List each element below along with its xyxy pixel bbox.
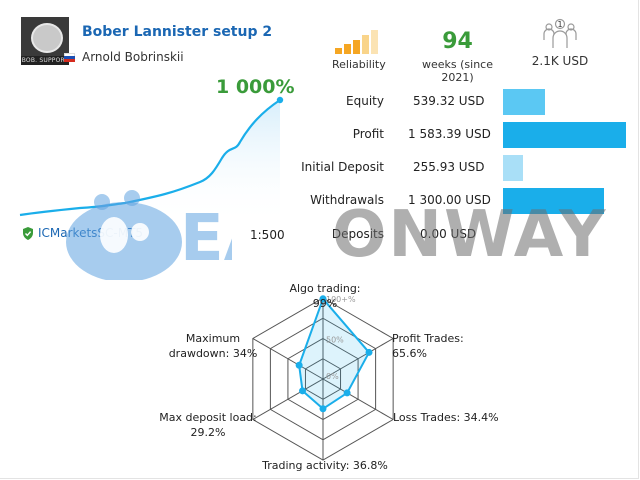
- stat-value: 255.93 USD: [413, 160, 485, 174]
- radar-point: [295, 361, 303, 369]
- avatar-emblem: [31, 23, 63, 53]
- stat-label: Withdrawals: [310, 193, 384, 207]
- radar-spoke: [322, 338, 394, 380]
- radar-axis-label: Loss Trades: 34.4%: [393, 410, 503, 425]
- stat-value: 0.00 USD: [420, 227, 477, 241]
- radar-point: [365, 348, 373, 356]
- subscribers-badge: 1: [557, 20, 562, 29]
- verified-shield-icon: [23, 226, 33, 240]
- radar-axis-label-line: Trading activity: 36.8%: [262, 459, 388, 472]
- stat-value: 1 583.39 USD: [408, 127, 491, 141]
- radar-point: [319, 295, 327, 303]
- stat-bar: [503, 122, 626, 148]
- weeks-label: weeks (since 2021): [422, 58, 493, 84]
- leverage-value: 1:500: [250, 228, 285, 242]
- radar-axis-label: Algo trading: 99%: [280, 281, 370, 311]
- radar-axis-label: Trading activity: 36.8%: [260, 458, 390, 473]
- radar-axis-label: Max deposit load: 29.2%: [158, 410, 258, 440]
- stat-label: Initial Deposit: [301, 160, 384, 174]
- radar-axis-label-line: Profit Trades:: [392, 332, 464, 345]
- radar-axis-label-line: Max deposit load:: [159, 411, 257, 424]
- radar-grid: [252, 297, 394, 461]
- growth-area: [20, 100, 280, 225]
- radar-scale-label: 50%: [326, 336, 344, 345]
- radar-point: [343, 389, 351, 397]
- radar-axis-label-line: Maximum: [185, 332, 241, 345]
- stat-label: Deposits: [331, 227, 384, 241]
- russia-flag-icon: [64, 53, 75, 62]
- radar-shape: [295, 295, 373, 413]
- radar-spoke: [252, 338, 324, 380]
- radar-point: [299, 387, 307, 395]
- radar-axis-label-line: 29.2%: [190, 426, 226, 439]
- reliability-bars-icon: [332, 30, 384, 54]
- radar-point: [319, 405, 327, 413]
- growth-percent: 1 000%: [216, 76, 295, 98]
- signal-title[interactable]: Bober Lannister setup 2: [82, 24, 273, 40]
- stat-value: 539.32 USD: [413, 94, 485, 108]
- radar-axis-label-line: drawdown: 34%: [168, 347, 258, 360]
- reliability-indicator: Reliability: [332, 30, 386, 71]
- stat-label: Equity: [346, 94, 384, 108]
- avatar-caption: BOB. SUPPORT: [21, 56, 69, 65]
- radar-spoke: [322, 378, 394, 420]
- radar-scale-labels: 100+% 50% 0%: [326, 295, 356, 381]
- radar-axis-label-line: Algo trading: 99%: [289, 282, 361, 310]
- growth-end-point: [276, 96, 284, 104]
- radar-axis-label-line: Loss Trades: 34.4%: [393, 411, 499, 424]
- radar-scale-label: 0%: [326, 372, 339, 381]
- weeks-block: 94 weeks (since 2021): [410, 28, 505, 84]
- reliability-label: Reliability: [332, 58, 386, 71]
- stat-bar: [503, 155, 523, 181]
- author-name[interactable]: Arnold Bobrinskii: [82, 50, 184, 64]
- stat-value: 1 300.00 USD: [408, 193, 491, 207]
- subscribers-block: 1 2.1K USD: [530, 18, 590, 68]
- avatar[interactable]: BOB. SUPPORT: [21, 17, 69, 65]
- weeks-value: 94: [442, 29, 473, 54]
- radar-spoke: [252, 378, 324, 420]
- stat-bar: [503, 188, 604, 214]
- radar-scale-label: 100+%: [326, 295, 356, 304]
- subscribers-icon: 1: [543, 18, 577, 48]
- stat-bar: [503, 89, 545, 115]
- radar-axis-label: Profit Trades: 65.6%: [392, 331, 482, 361]
- subscribers-value: 2.1K USD: [531, 54, 589, 68]
- radar-axis-label-line: 65.6%: [392, 347, 427, 360]
- stat-label: Profit: [352, 127, 384, 141]
- radar-axis-label: Maximum drawdown: 34%: [168, 331, 258, 361]
